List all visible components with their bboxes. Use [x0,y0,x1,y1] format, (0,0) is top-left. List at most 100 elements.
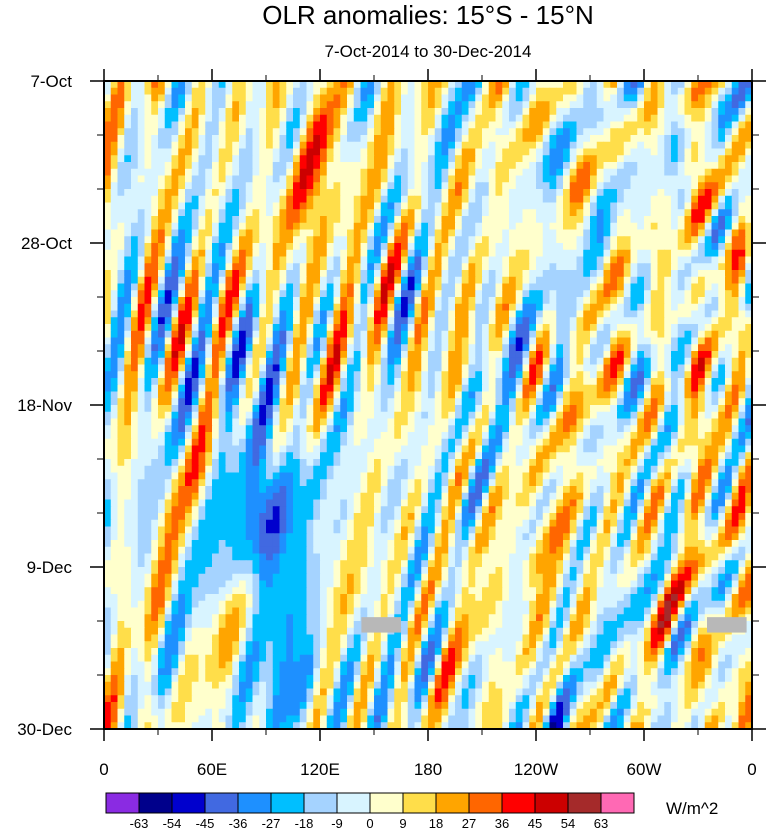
field-cell [414,243,422,251]
field-cell [191,364,200,372]
field-cell [617,222,625,231]
field-cell [475,256,483,264]
field-cell [407,256,416,264]
field-cell [664,128,672,136]
field-cell [360,101,368,109]
field-cell [374,270,382,278]
field-cell [617,175,625,183]
field-cell [306,378,314,386]
field-cell [664,182,672,190]
field-cell [556,317,564,325]
field-cell [360,276,368,285]
field-cell [306,162,314,170]
field-cell [475,222,483,231]
field-cell [441,141,449,150]
field-cell [448,249,456,258]
field-cell [218,364,227,372]
field-cell [394,337,402,345]
field-cell [259,330,267,339]
field-cell [596,168,605,177]
field-cell [151,94,159,102]
field-cell [583,344,591,352]
field-cell [536,121,544,129]
field-cell [124,209,132,217]
field-cell [158,87,166,96]
field-cell [590,357,598,366]
field-cell [198,263,206,271]
field-cell [448,216,456,224]
field-cell [272,168,281,177]
field-cell [124,175,132,183]
field-cell [698,317,706,325]
field-cell [158,351,166,359]
field-cell [360,87,368,96]
field-cell [455,195,463,204]
field-cell [266,195,274,204]
field-cell [515,114,524,123]
field-cell [637,364,645,372]
field-cell [603,283,611,291]
field-cell [691,87,699,96]
field-cell [299,371,308,379]
field-cell [401,216,409,224]
field-cell [340,108,348,116]
field-cell [529,256,537,264]
field-cell [340,209,348,217]
field-cell [441,202,449,210]
field-cell [407,351,416,359]
field-cell [488,249,497,258]
field-cell [698,168,706,177]
field-cell [482,357,490,366]
field-cell [293,202,301,210]
field-cell [596,249,605,258]
field-cell [610,114,618,123]
field-cell [266,310,274,318]
field-cell [522,263,530,271]
field-cell [198,189,206,197]
field-cell [738,357,746,366]
field-cell [131,94,139,102]
field-cell [718,425,726,433]
field-cell [583,310,591,318]
field-cell [252,162,260,170]
field-cell [556,310,564,318]
field-cell [225,263,233,271]
field-cell [212,425,220,433]
field-cell [488,141,497,150]
field-cell [272,222,281,231]
field-cell [536,256,544,264]
field-cell [542,209,551,217]
field-cell [522,405,530,413]
field-cell [360,108,368,116]
field-cell [671,364,679,372]
field-cell [603,162,611,170]
field-cell [407,391,416,399]
field-cell [515,270,524,278]
field-cell [441,411,449,420]
field-cell [434,81,443,89]
field-cell [306,324,314,332]
field-cell [468,364,476,372]
field-cell [455,81,463,89]
field-cell [650,276,659,285]
field-cell [738,249,746,258]
field-cell [509,128,517,136]
field-cell [475,182,483,190]
field-cell [644,209,652,217]
field-cell [185,317,193,325]
field-cell [455,101,463,109]
field-cell [704,87,713,96]
field-cell [205,101,213,109]
field-cell [711,243,719,251]
field-cell [563,297,571,305]
field-cell [704,317,713,325]
field-cell [178,337,186,345]
field-cell [313,317,321,325]
field-cell [286,270,294,278]
field-cell [286,162,294,170]
field-cell [563,337,571,345]
field-cell [137,229,146,237]
field-cell [374,411,382,420]
chart-subtitle: 7-Oct-2014 to 30-Dec-2014 [325,42,532,61]
field-cell [158,94,166,102]
